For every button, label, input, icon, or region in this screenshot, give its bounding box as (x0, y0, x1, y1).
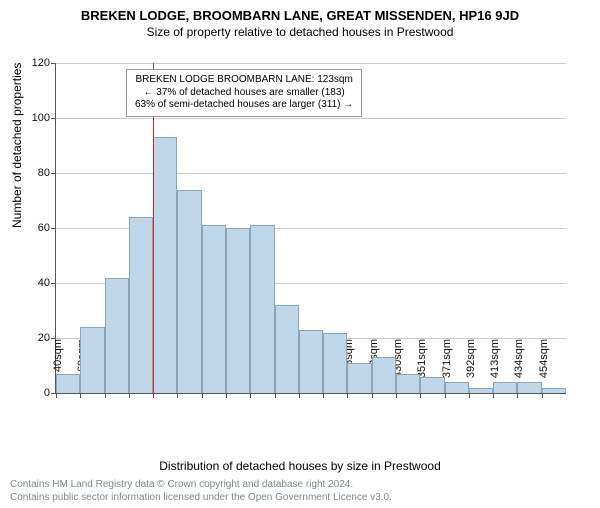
chart-title: BREKEN LODGE, BROOMBARN LANE, GREAT MISS… (0, 8, 600, 23)
bar (275, 305, 299, 393)
bar (226, 228, 250, 393)
y-axis-label: Number of detached properties (10, 63, 24, 228)
bar (396, 374, 420, 393)
bar (177, 190, 201, 394)
bar (153, 137, 177, 393)
bar (299, 330, 323, 393)
bar (323, 333, 347, 394)
bar (202, 225, 226, 393)
bar (347, 363, 371, 393)
footer-attribution: Contains HM Land Registry data © Crown c… (10, 478, 392, 504)
bar (445, 382, 469, 393)
ytick-label: 20 (38, 332, 50, 344)
bar (250, 225, 274, 393)
bar (56, 374, 80, 393)
annotation-line-1: BREKEN LODGE BROOMBARN LANE: 123sqm (135, 74, 353, 87)
ytick-label: 0 (44, 387, 50, 399)
annotation-line-2: ← 37% of detached houses are smaller (18… (135, 87, 353, 100)
bar (493, 382, 517, 393)
ytick-label: 40 (38, 277, 50, 289)
chart-subtitle: Size of property relative to detached ho… (0, 25, 600, 39)
annotation-line-3: 63% of semi-detached houses are larger (… (135, 99, 353, 112)
ytick-label: 60 (38, 222, 50, 234)
x-axis-label: Distribution of detached houses by size … (0, 459, 600, 473)
bar (542, 388, 566, 394)
ytick-label: 80 (38, 167, 50, 179)
footer-line-2: Contains public sector information licen… (10, 491, 392, 504)
bar (420, 377, 444, 394)
bar (372, 357, 396, 393)
bar (105, 278, 129, 394)
ytick-label: 120 (32, 57, 50, 69)
ytick-label: 100 (32, 112, 50, 124)
bar (469, 388, 493, 394)
footer-line-1: Contains HM Land Registry data © Crown c… (10, 478, 392, 491)
annotation-box: BREKEN LODGE BROOMBARN LANE: 123sqm ← 37… (126, 69, 362, 117)
plot-area: BREKEN LODGE BROOMBARN LANE: 123sqm ← 37… (55, 63, 566, 394)
bar (80, 327, 104, 393)
bar (517, 382, 541, 393)
bar (129, 217, 153, 393)
